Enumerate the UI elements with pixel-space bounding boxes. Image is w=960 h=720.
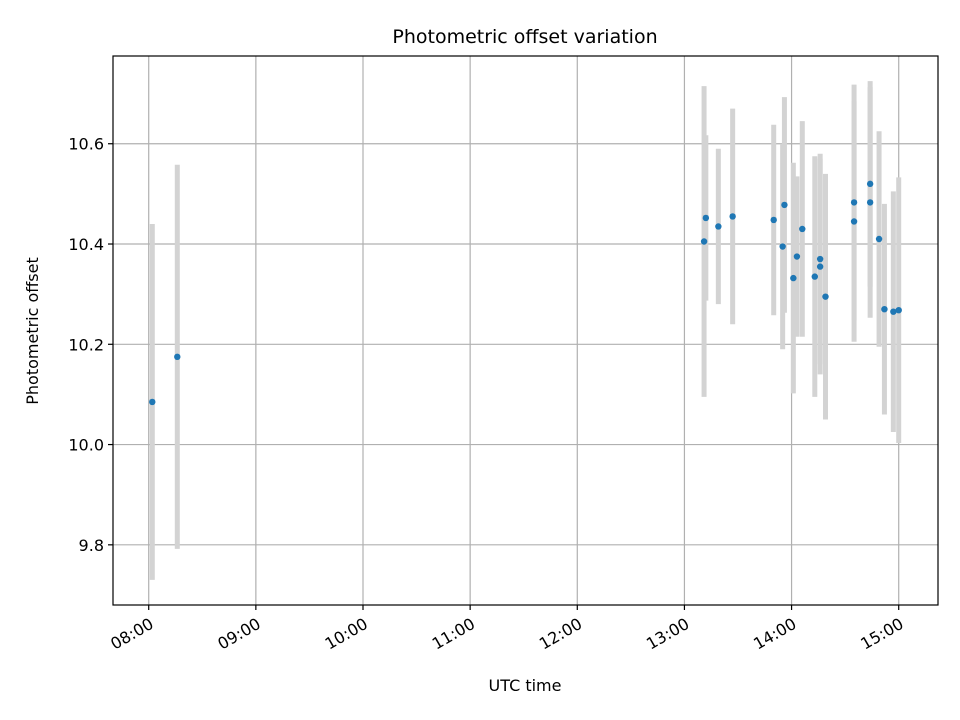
data-point [866,180,874,188]
data-point [700,238,708,245]
y-tick-label: 10.2 [68,335,104,354]
data-point [702,214,710,222]
data-point [866,199,874,206]
data-point [793,253,801,260]
data-point [781,201,788,209]
data-point [779,243,786,250]
y-tick-label: 10.6 [68,135,104,154]
data-point [890,308,897,315]
data-point [790,274,797,282]
chart-title: Photometric offset variation [392,26,657,48]
grid [113,56,938,605]
data-point [799,225,806,233]
y-tick-label: 10.4 [68,235,104,254]
data-point [816,263,824,270]
data-point [881,305,888,313]
y-tick-label: 10.0 [68,436,104,455]
data-point [875,235,883,243]
plot-frame [112,55,939,606]
data-point [895,306,902,314]
data-point [850,199,858,206]
data-points [149,180,902,406]
data-point [715,223,722,230]
data-point [770,216,777,224]
data-point [149,398,156,406]
y-axis-title: Photometric offset [23,257,42,405]
data-point [729,213,736,220]
data-point [822,293,829,300]
data-point [850,218,858,225]
x-axis-title: UTC time [489,676,562,695]
data-point [811,273,818,280]
data-point [816,255,824,263]
data-point [174,353,181,361]
y-tick-label: 9.8 [79,536,104,555]
y-axis: 9.8 10.0 10.2 10.4 10.6 [68,135,113,555]
